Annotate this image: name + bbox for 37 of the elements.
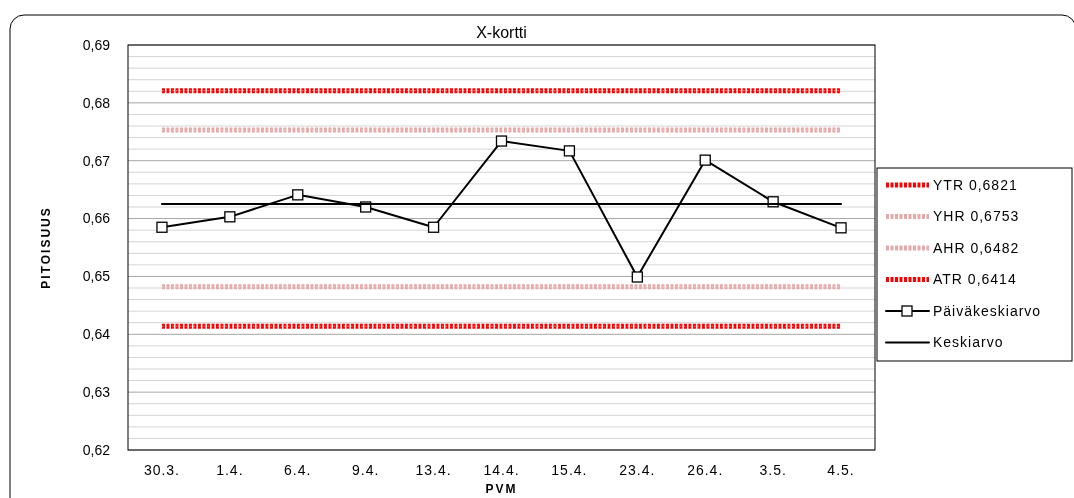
x-tick-label: 3.5. bbox=[759, 462, 787, 478]
point bbox=[292, 189, 304, 201]
y-tick-label: 0,65 bbox=[82, 268, 111, 285]
chart-title: X-kortti bbox=[476, 24, 527, 41]
x-tick-label: 23.4. bbox=[619, 462, 656, 478]
x-tick-label: 6.4. bbox=[284, 462, 312, 478]
legend-label: YTR 0,6821 bbox=[933, 176, 1018, 193]
legend-label: AHR 0,6482 bbox=[933, 239, 1020, 256]
y-tick-label: 0,68 bbox=[82, 94, 111, 111]
y-tick-label: 0,69 bbox=[82, 36, 111, 53]
point bbox=[835, 222, 847, 234]
y-tick-label: 0,62 bbox=[82, 441, 111, 458]
x-tick-label: 26.4. bbox=[687, 462, 724, 478]
point bbox=[224, 211, 236, 223]
point bbox=[427, 221, 440, 233]
x-tick-label: 13.4. bbox=[415, 462, 452, 478]
point bbox=[699, 154, 711, 166]
x-axis-title: PVM bbox=[485, 482, 518, 496]
legend-label: Päiväkeskiarvo bbox=[933, 302, 1042, 319]
point bbox=[563, 145, 576, 157]
x-tick-label: 15.4. bbox=[551, 462, 588, 478]
x-tick-label: 1.4. bbox=[216, 462, 244, 478]
x-tick-label: 9.4. bbox=[352, 462, 380, 478]
point bbox=[156, 221, 168, 233]
legend-label: YHR 0,6753 bbox=[933, 208, 1020, 225]
y-axis-title: PITOISUUS bbox=[39, 206, 53, 289]
point bbox=[631, 271, 643, 283]
x-tick-label: 14.4. bbox=[483, 462, 520, 478]
y-tick-label: 0,63 bbox=[82, 384, 111, 401]
x-tick-label: 4.5. bbox=[827, 462, 855, 478]
x-tick-label: 30.3. bbox=[143, 462, 181, 478]
legend-label: ATR 0,6414 bbox=[933, 271, 1017, 288]
legend-label: Keskiarvo bbox=[933, 334, 1004, 351]
point bbox=[495, 135, 508, 147]
y-tick-label: 0,64 bbox=[82, 326, 111, 343]
y-tick-label: 0,66 bbox=[82, 210, 111, 227]
y-tick-label: 0,67 bbox=[82, 152, 111, 169]
